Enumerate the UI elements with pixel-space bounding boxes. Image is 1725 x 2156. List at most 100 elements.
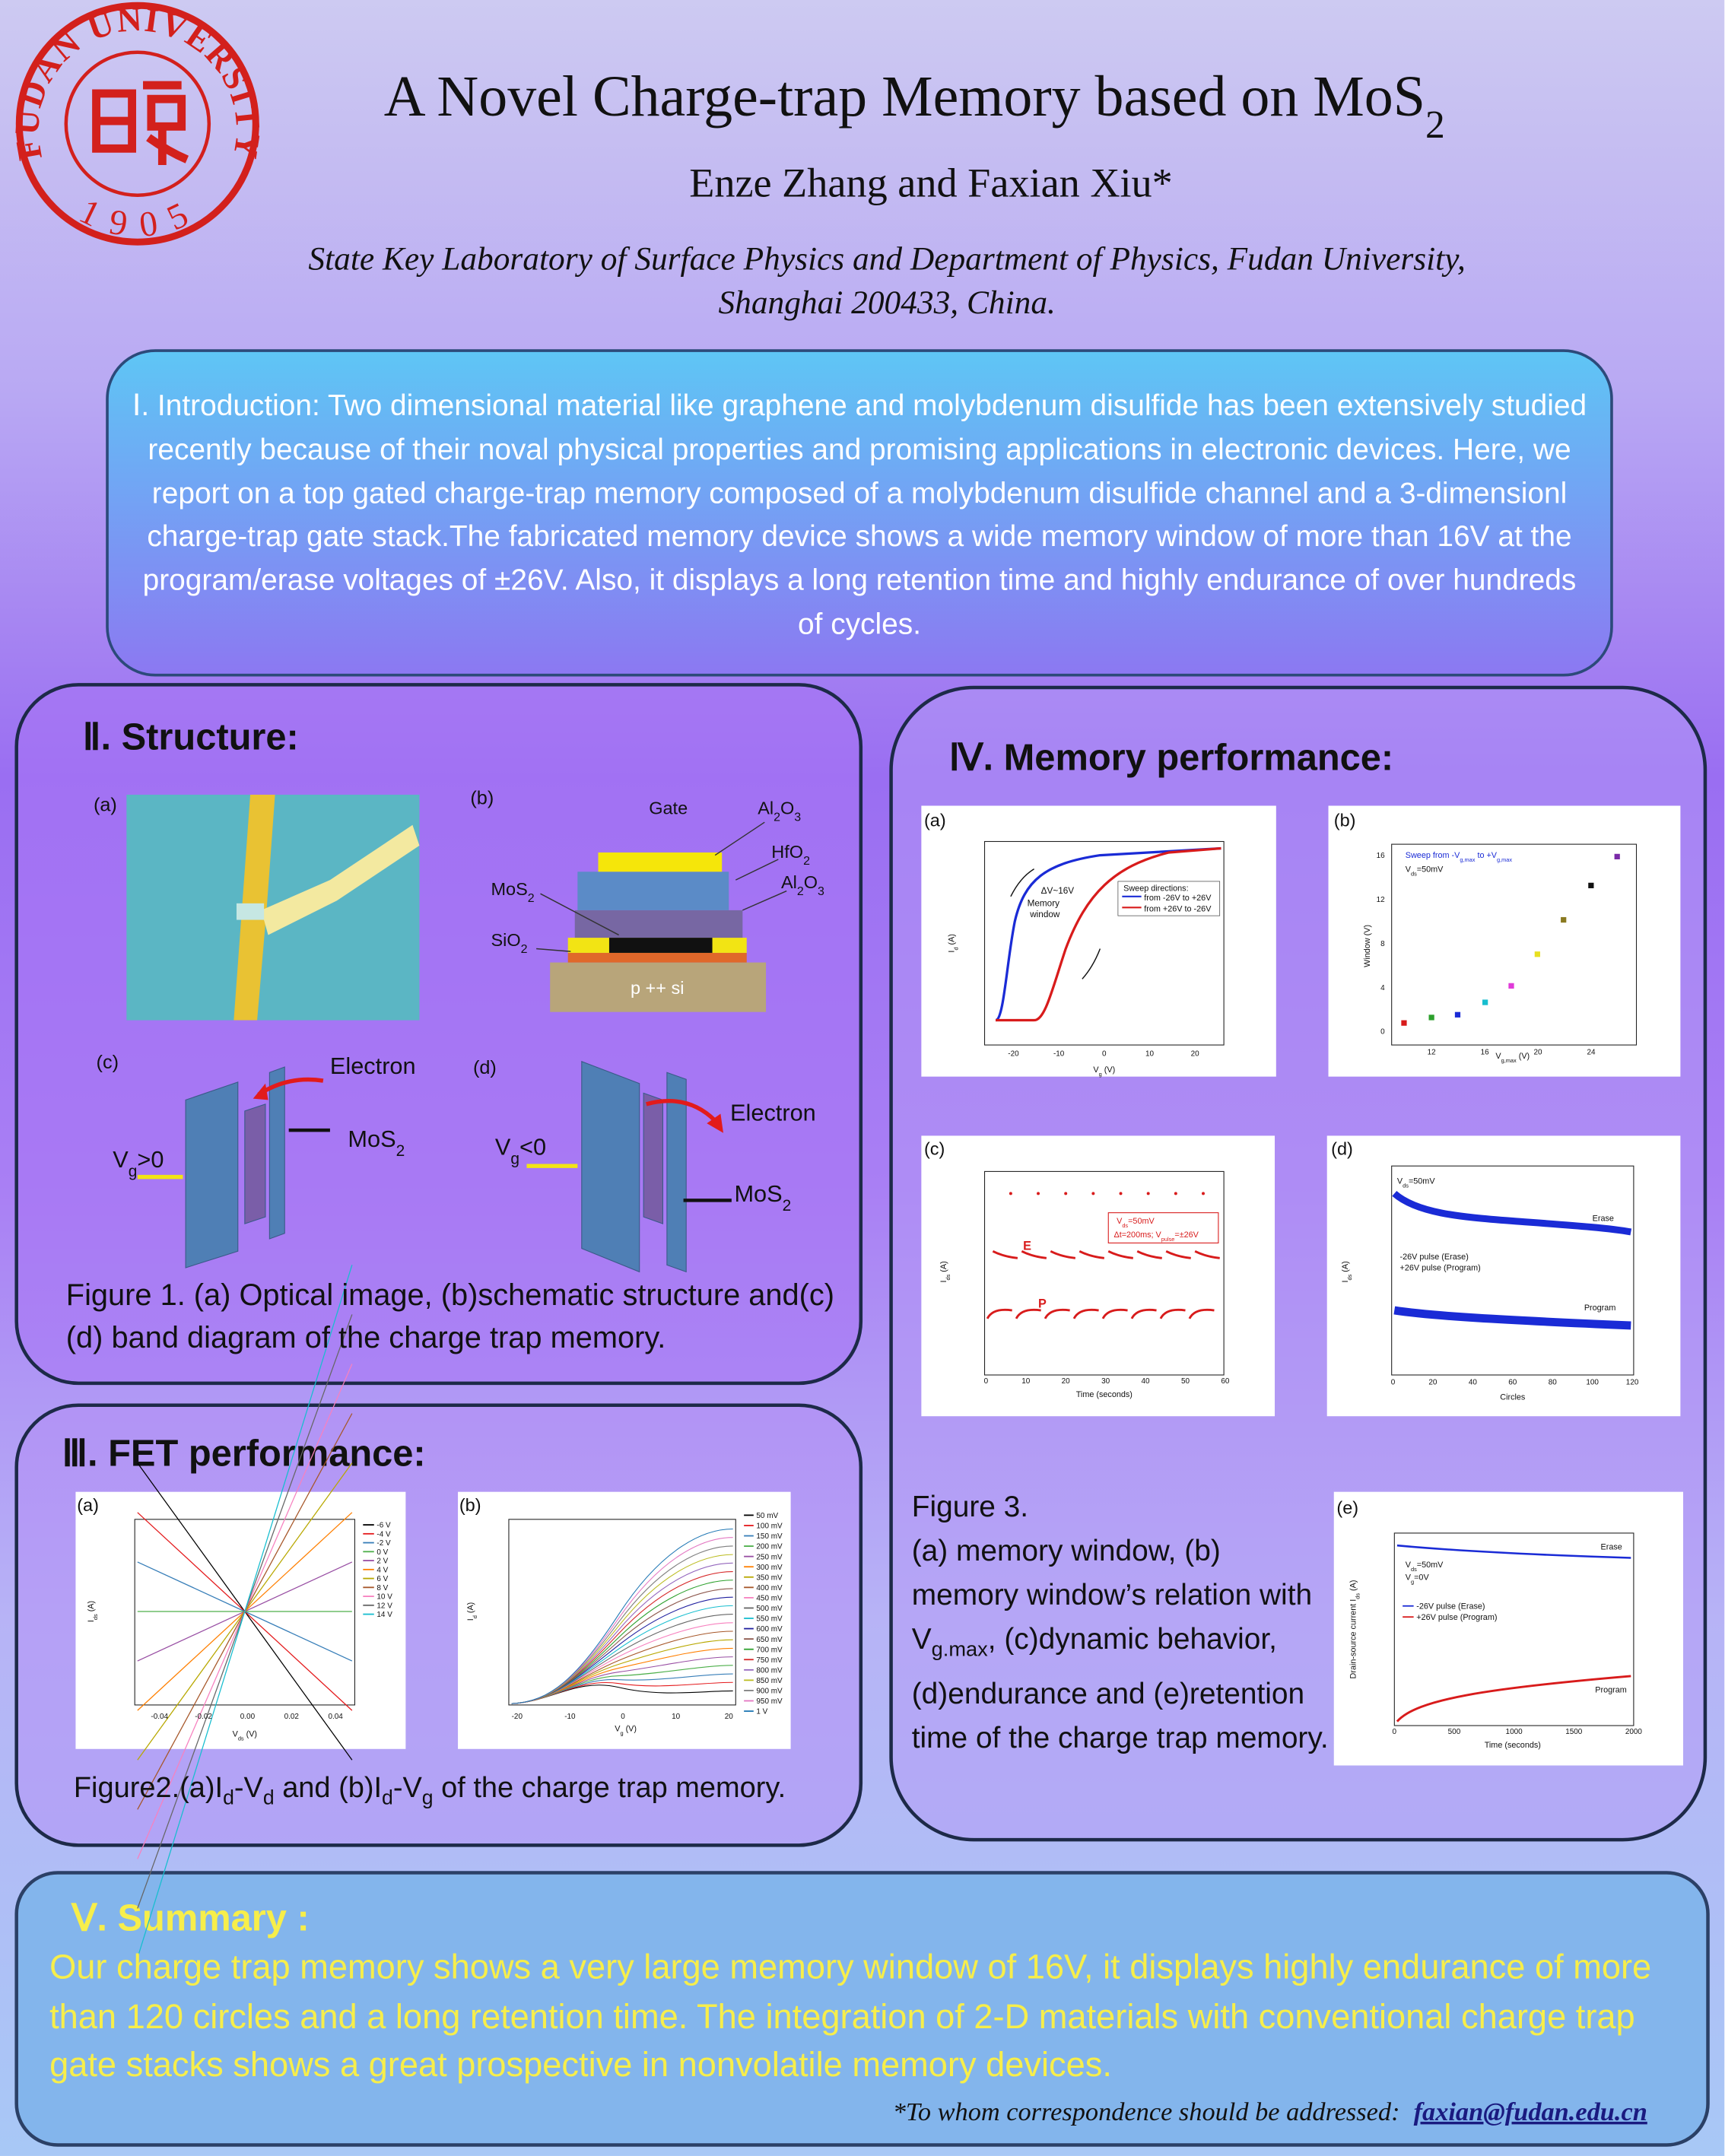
curve	[1393, 1306, 1631, 1330]
curve	[995, 846, 1221, 1022]
point	[1119, 1192, 1123, 1195]
subscript: d	[471, 1615, 478, 1618]
tick-label: 1000	[1506, 1728, 1523, 1736]
point	[1091, 1192, 1095, 1195]
label: Gate	[649, 798, 688, 818]
text-part: >0	[137, 1146, 164, 1173]
band-shape	[185, 1081, 239, 1269]
legend-label: 850 mV	[756, 1677, 783, 1685]
layer	[567, 952, 747, 963]
text-part: =50mV	[1409, 1177, 1435, 1186]
label: Vg=0V	[1406, 1573, 1430, 1585]
affiliation: Shanghai 200433, China.	[718, 284, 1055, 321]
label: Vg>0	[113, 1146, 164, 1180]
label: Ids (A)	[939, 1261, 951, 1282]
legend-label: 0 V	[376, 1548, 388, 1557]
text-part: of the charge trap memory.	[433, 1772, 786, 1805]
text-part: (A)	[939, 1261, 948, 1274]
affiliation: State Key Laboratory of Surface Physics …	[308, 240, 1466, 277]
text-part: V	[1397, 1177, 1403, 1186]
tick-label: 20	[1534, 1049, 1543, 1057]
intro-text: Ⅰ. Introduction: Two dimensional materia…	[132, 389, 1587, 641]
text-part: (V)	[1517, 1052, 1530, 1061]
legend-label: 500 mV	[756, 1605, 783, 1613]
curve	[992, 1249, 1018, 1259]
leader-line	[540, 893, 619, 936]
legend-label: 900 mV	[756, 1688, 783, 1696]
text-part: Al	[758, 798, 774, 818]
legend-label: 50 mV	[756, 1512, 778, 1520]
subscript: 2	[803, 855, 810, 868]
text-part: MoS	[348, 1126, 396, 1152]
curve	[1010, 868, 1034, 897]
curve	[1188, 1308, 1215, 1319]
subscript: g	[129, 1162, 138, 1180]
arrow-head	[253, 1083, 268, 1100]
text-part: V	[113, 1146, 129, 1173]
label: +26V pulse (Program)	[1416, 1613, 1497, 1622]
subscript: ds	[944, 1274, 951, 1280]
label: Time (seconds)	[1076, 1390, 1133, 1399]
label: window	[1029, 910, 1060, 919]
tick-label: -10	[1053, 1050, 1065, 1059]
point	[1146, 1192, 1150, 1195]
plot-frame	[1391, 1165, 1634, 1376]
subscript: g.max	[931, 1637, 988, 1662]
panel-label: (d)	[473, 1057, 497, 1078]
label: p ++ si	[631, 978, 685, 998]
subscript: ds	[238, 1735, 244, 1742]
legend-label: 2 V	[376, 1557, 388, 1566]
label: Vg<0	[495, 1134, 546, 1168]
text-part: MoS	[491, 879, 527, 899]
text-part: =50mV	[1128, 1217, 1155, 1226]
legend-label: 400 mV	[756, 1584, 783, 1592]
subscript: g	[1099, 1071, 1102, 1078]
channel	[608, 938, 713, 953]
band-shape	[666, 1072, 687, 1273]
authors: Enze Zhang and Faxian Xiu*	[689, 160, 1173, 206]
plot-frame	[508, 1519, 736, 1706]
text-part: Drain-source current I	[1349, 1599, 1358, 1679]
point	[1174, 1192, 1177, 1195]
text-part: A Novel Charge-trap Memory based on MoS	[384, 65, 1425, 129]
subscript: 3	[794, 811, 801, 824]
label: Δt=200ms; Vpulse=±26V	[1113, 1230, 1199, 1242]
panel-label: (b)	[1334, 811, 1356, 830]
text-part: V	[615, 1724, 621, 1733]
tick-label: 20	[725, 1713, 734, 1721]
subscript: 2	[797, 884, 804, 897]
tick-label: 24	[1587, 1049, 1596, 1057]
text-part: V	[1406, 1573, 1412, 1582]
curve	[1194, 1249, 1220, 1259]
logo-ring	[15, 2, 259, 246]
intro-box	[106, 349, 1613, 677]
tick-label: 20	[1191, 1050, 1200, 1059]
label: MoS2	[348, 1126, 405, 1159]
tick-label: -0.04	[151, 1713, 168, 1721]
plot-panel	[458, 1491, 791, 1749]
tick-label: 12	[1377, 896, 1386, 904]
text-part: V	[1406, 865, 1412, 874]
legend-label: 1 V	[756, 1708, 767, 1716]
point	[1508, 983, 1514, 989]
legend-label: 350 mV	[756, 1573, 783, 1582]
legend-label: 750 mV	[756, 1656, 783, 1665]
text-part: =50mV	[1417, 865, 1444, 874]
gate	[598, 852, 723, 872]
text-part: (A)	[948, 934, 957, 947]
subscript: g,max	[1460, 856, 1475, 863]
electron-arrow	[646, 1098, 717, 1122]
tick-label: -10	[564, 1713, 576, 1721]
label: Window (V)	[1363, 925, 1372, 967]
subscript: 2	[783, 1197, 792, 1215]
tick-label: 50	[1181, 1377, 1190, 1386]
label: Vds (V)	[233, 1730, 257, 1742]
point	[1561, 916, 1567, 923]
curve	[1130, 1308, 1157, 1319]
tick-label: 100	[1586, 1379, 1599, 1387]
tick-label: 60	[1221, 1377, 1230, 1386]
text-part: (V)	[244, 1730, 257, 1739]
